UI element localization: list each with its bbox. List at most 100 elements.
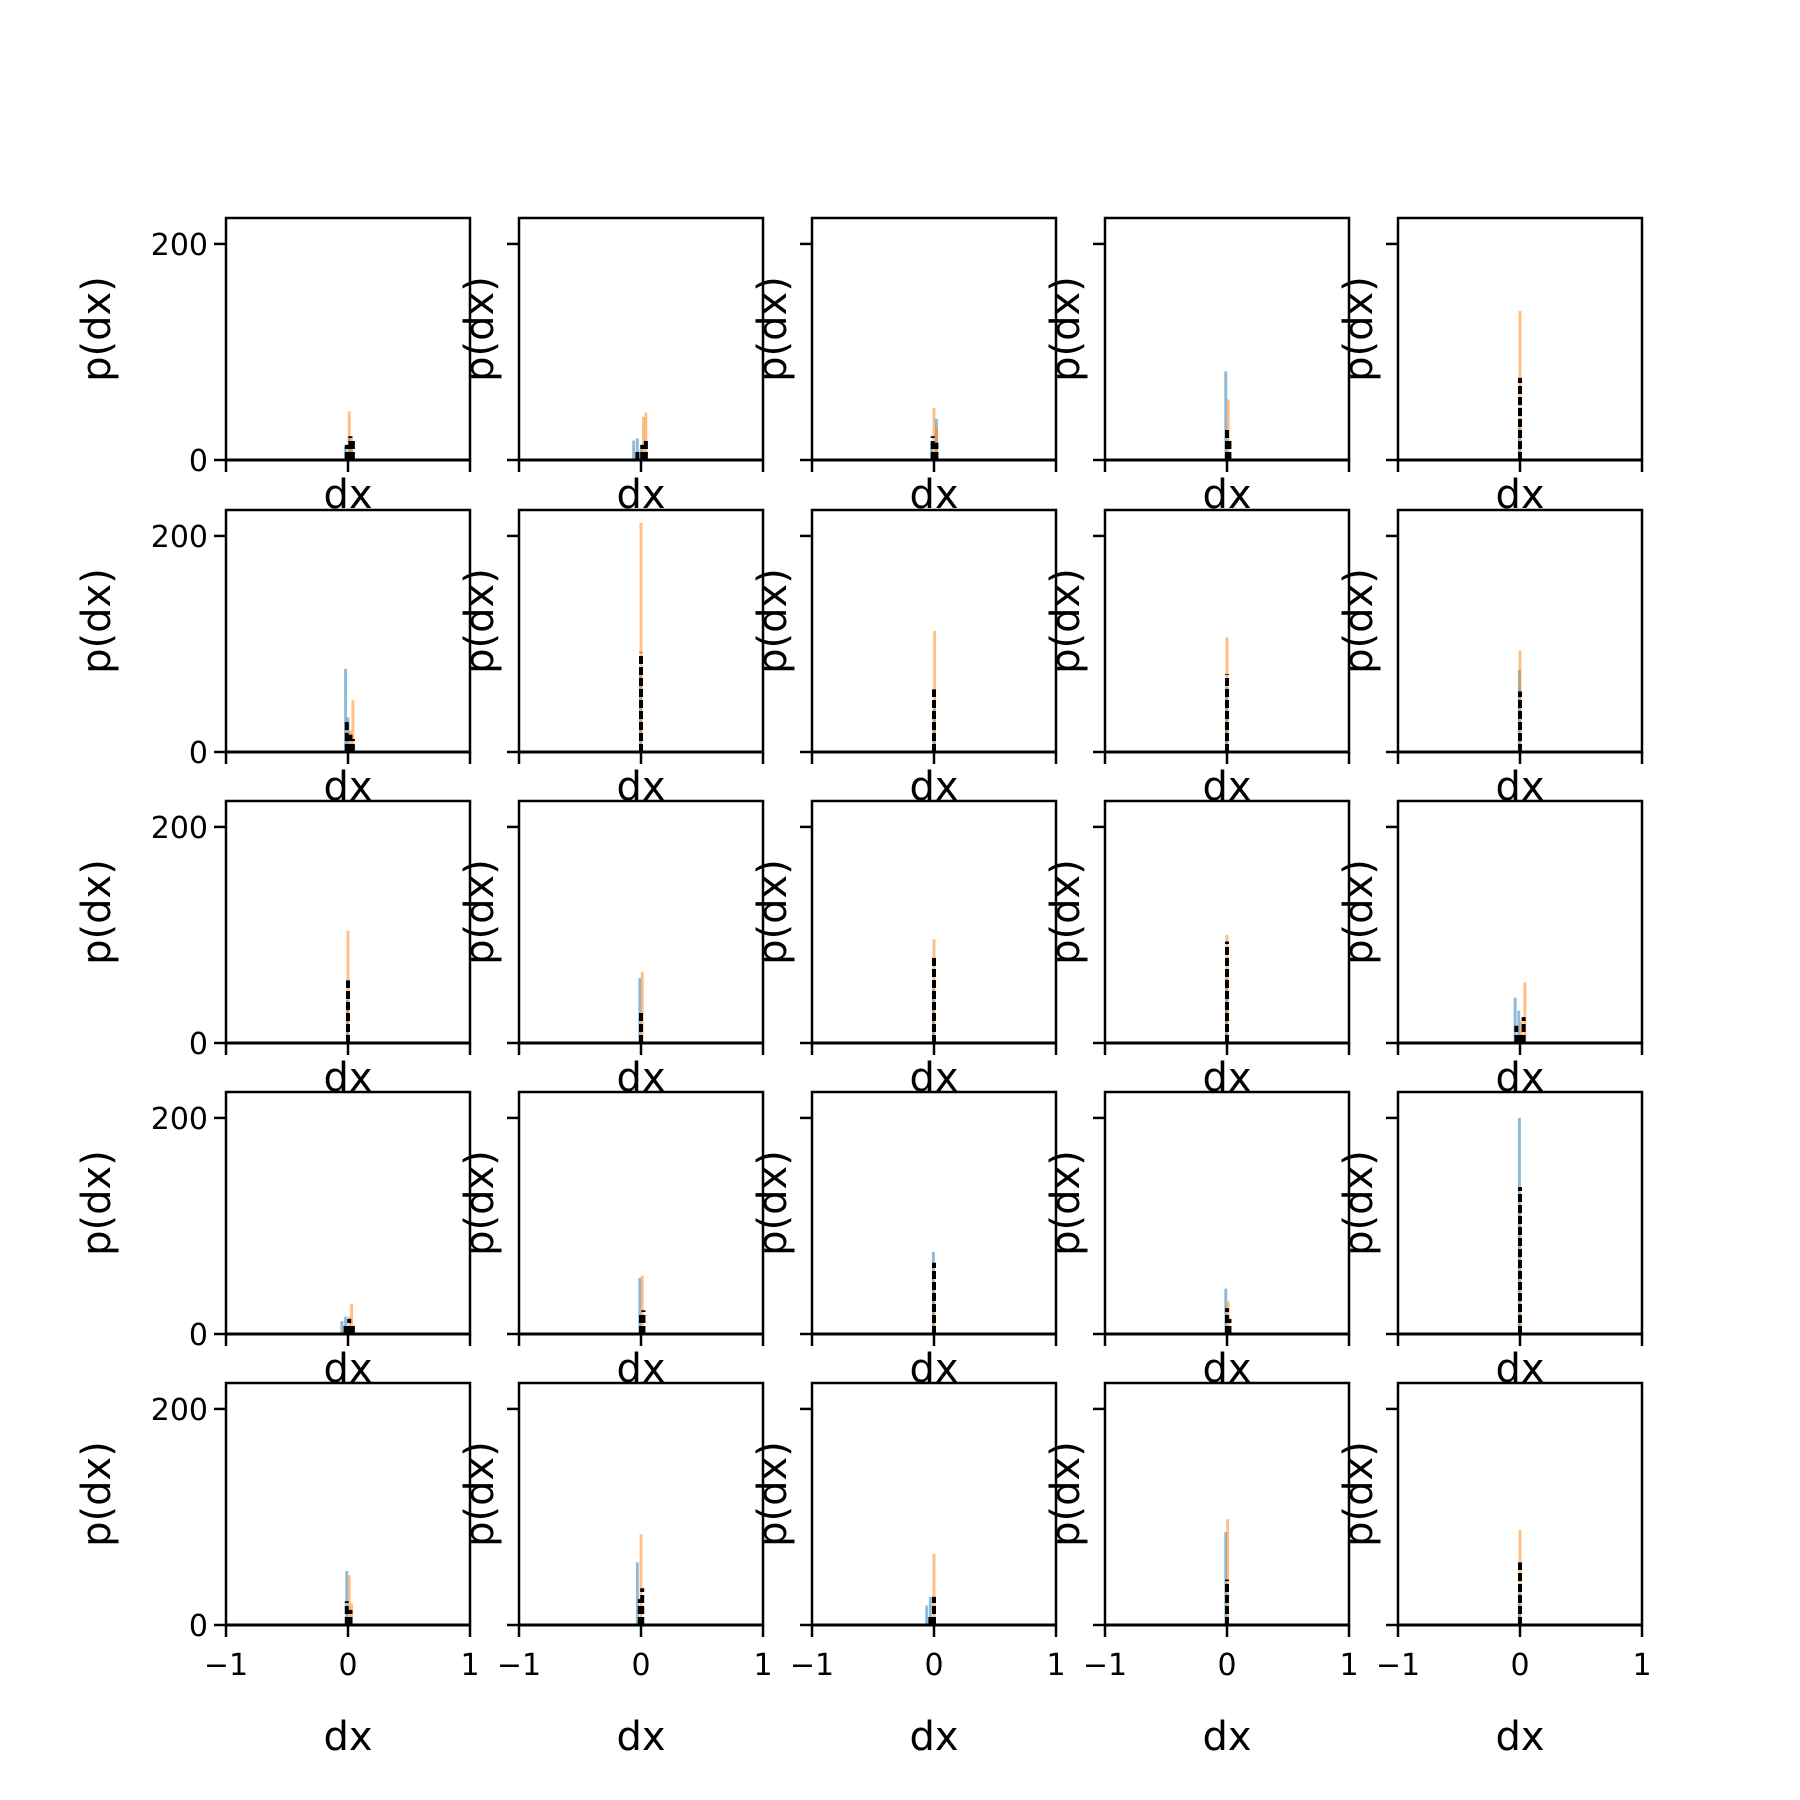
- panel-r2-c1: 0 200 dx p(dx): [74, 508, 472, 810]
- x-tick-label: 1: [1339, 1648, 1358, 1683]
- y-axis-label: p(dx): [457, 859, 503, 965]
- series-2-bar: [1518, 1204, 1522, 1334]
- x-axis-label: dx: [323, 764, 372, 810]
- series-1-bar: [638, 1277, 642, 1334]
- x-axis-label: dx: [323, 1346, 372, 1392]
- x-tick-label: 1: [753, 1648, 772, 1683]
- y-tick-label: 200: [151, 1102, 208, 1137]
- x-axis-label: dx: [909, 1714, 958, 1760]
- series-2-bar: [351, 700, 355, 752]
- series-2-bar: [641, 416, 645, 460]
- series-1-bar: [1224, 371, 1228, 460]
- x-axis-label: dx: [616, 1055, 665, 1101]
- y-axis-label: p(dx): [1336, 568, 1382, 674]
- y-axis-label: p(dx): [1336, 1441, 1382, 1547]
- series-2-bar: [347, 411, 351, 460]
- x-tick-label: 0: [338, 1648, 357, 1683]
- y-axis-label: p(dx): [457, 568, 503, 674]
- x-axis-label: dx: [1202, 1714, 1251, 1760]
- panel-r5-c2: −1 0 1 dx p(dx): [457, 1381, 773, 1760]
- x-tick-label: 0: [924, 1648, 943, 1683]
- x-axis-label: dx: [909, 1346, 958, 1392]
- series-2-bar: [932, 1553, 936, 1625]
- series-2-bar: [1518, 310, 1522, 460]
- y-tick-label: 0: [189, 736, 208, 771]
- y-axis-label: p(dx): [457, 1441, 503, 1547]
- panel-r1-c5: dxp(dx): [1336, 216, 1644, 518]
- y-axis-label: p(dx): [74, 276, 120, 382]
- panel-r4-c3: dx p(dx): [750, 1090, 1058, 1392]
- series-1-bar: [635, 1562, 639, 1625]
- panel-r4-c2: dx p(dx): [457, 1090, 765, 1392]
- panel-r1-c4: dxp(dx): [1043, 216, 1351, 518]
- y-axis-label: p(dx): [750, 859, 796, 965]
- series-2-bar: [639, 522, 643, 752]
- series-2-bar: [1519, 1021, 1523, 1043]
- panel-r3-c1: 0 200 dx p(dx): [74, 799, 472, 1101]
- y-axis-label: p(dx): [1336, 276, 1382, 382]
- series-2-bar: [644, 412, 648, 460]
- y-tick-label: 0: [189, 1318, 208, 1353]
- x-tick-label: −1: [1376, 1648, 1420, 1683]
- panel-r5-c3: −1 0 1 dx p(dx): [750, 1381, 1066, 1760]
- series-2-bar: [932, 408, 936, 460]
- series-1-bar: [1517, 1010, 1521, 1043]
- panel-r5-c5: −1 0 1 dx p(dx): [1336, 1381, 1652, 1760]
- series-2-bar: [932, 1290, 936, 1334]
- panel-r3-c4: dx p(dx): [1043, 799, 1351, 1101]
- y-axis-label: p(dx): [457, 276, 503, 382]
- x-axis-label: dx: [323, 1714, 372, 1760]
- panel-r2-c3: dx p(dx): [750, 508, 1058, 810]
- panel-r2-c2: dx p(dx): [457, 508, 765, 810]
- x-axis-label: dx: [1495, 764, 1544, 810]
- y-axis-label: p(dx): [1043, 276, 1089, 382]
- panel-r1-c2: dxp(dx): [457, 216, 765, 518]
- y-tick-label: 0: [189, 1027, 208, 1062]
- series-1-bar: [345, 1570, 349, 1625]
- panel-r4-c1: 0 200 dx p(dx): [74, 1090, 472, 1392]
- y-tick-label: 200: [151, 811, 208, 846]
- x-axis-label: dx: [616, 1346, 665, 1392]
- x-tick-label: −1: [790, 1648, 834, 1683]
- x-tick-label: −1: [497, 1648, 541, 1683]
- y-axis-label: p(dx): [750, 276, 796, 382]
- panel-r3-c5: dx p(dx): [1336, 799, 1644, 1101]
- axes-frame: [224, 508, 472, 754]
- y-axis-label: p(dx): [1043, 859, 1089, 965]
- panel-r2-c4: dx p(dx): [1043, 508, 1351, 810]
- x-axis-label: dx: [1495, 1714, 1544, 1760]
- x-tick-label: −1: [204, 1648, 248, 1683]
- series-1-bar: [344, 668, 348, 752]
- y-axis-label: p(dx): [750, 568, 796, 674]
- y-axis-label: p(dx): [74, 568, 120, 674]
- x-axis-label: dx: [1495, 1055, 1544, 1101]
- series-2-bar: [350, 1303, 354, 1334]
- x-axis-label: dx: [616, 1714, 665, 1760]
- series-1-bar: [340, 1321, 344, 1334]
- series-1-bar: [635, 438, 639, 460]
- series-1-bar: [928, 1596, 932, 1625]
- x-tick-label: 0: [1510, 1648, 1529, 1683]
- y-axis-label: p(dx): [457, 1150, 503, 1256]
- x-axis-label: dx: [1202, 1346, 1251, 1392]
- x-axis-label: dx: [323, 1055, 372, 1101]
- series-1-bar: [632, 440, 636, 460]
- series-1-bar: [925, 1605, 929, 1625]
- panel-r3-c3: dx p(dx): [750, 799, 1058, 1101]
- y-axis-label: p(dx): [1336, 859, 1382, 965]
- x-tick-label: 1: [460, 1648, 479, 1683]
- series-1-bar: [1224, 1532, 1228, 1625]
- panel-r4-c4: dx p(dx): [1043, 1090, 1351, 1392]
- x-axis-label: dx: [616, 764, 665, 810]
- series-2-bar: [347, 1316, 351, 1334]
- series-1-bar: [1513, 997, 1517, 1043]
- x-axis-label: dx: [1202, 1055, 1251, 1101]
- series-2-bar: [348, 730, 352, 752]
- series-2-bar: [640, 1275, 644, 1334]
- y-tick-label: 200: [151, 1393, 208, 1428]
- x-tick-label: −1: [1083, 1648, 1127, 1683]
- x-axis-label: dx: [909, 764, 958, 810]
- x-tick-label: 0: [1217, 1648, 1236, 1683]
